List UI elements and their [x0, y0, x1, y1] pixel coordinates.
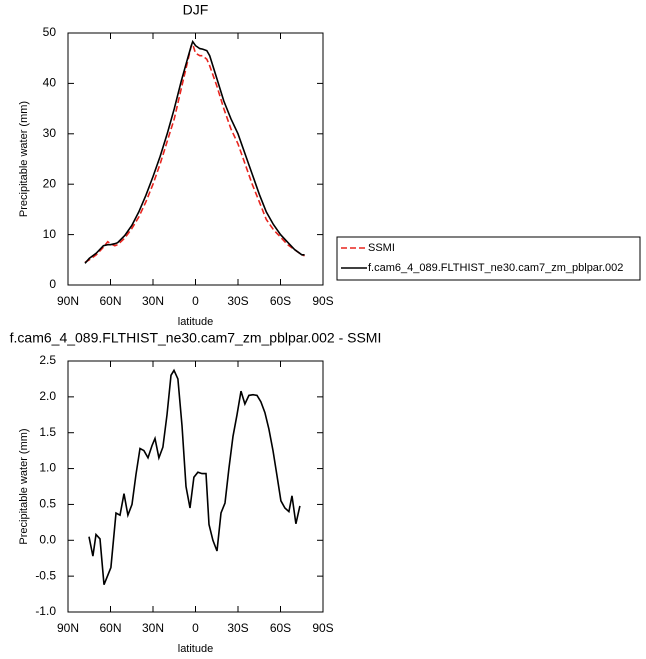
x-tick-label: 90S — [312, 294, 333, 308]
x-tick-label: 30S — [227, 621, 248, 635]
y-tick-label: 30 — [43, 126, 57, 140]
x-axis-label: latitude — [178, 643, 213, 655]
chart-title: f.cam6_4_089.FLTHIST_ne30.cam7_zm_pblpar… — [10, 330, 382, 346]
data-line — [84, 42, 305, 263]
x-tick-label: 90S — [312, 621, 333, 635]
y-tick-label: 1.0 — [39, 461, 56, 475]
x-tick-label: 90N — [57, 621, 79, 635]
y-tick-label: 1.5 — [39, 425, 56, 439]
chart-title: DJF — [183, 2, 209, 18]
y-axis-label: Precipitable water (mm) — [18, 428, 30, 544]
x-tick-label: 60S — [270, 294, 291, 308]
y-axis-label: Precipitable water (mm) — [18, 101, 30, 217]
y-tick-label: 2.0 — [39, 389, 56, 403]
y-tick-label: 20 — [43, 176, 57, 190]
y-tick-label: 50 — [43, 25, 57, 39]
y-tick-label: 40 — [43, 76, 57, 90]
x-tick-label: 0 — [192, 294, 199, 308]
x-tick-label: 60S — [270, 621, 291, 635]
x-tick-label: 90N — [57, 294, 79, 308]
plot-frame — [67, 32, 324, 286]
x-tick-label: 30N — [142, 621, 164, 635]
legend-label: SSMI — [368, 242, 395, 254]
x-tick-label: 60N — [99, 621, 121, 635]
y-tick-label: -0.5 — [35, 568, 56, 582]
y-tick-label: 0.0 — [39, 532, 56, 546]
y-tick-label: 10 — [43, 227, 57, 241]
data-line — [84, 39, 305, 264]
y-tick-label: 2.5 — [39, 353, 56, 367]
legend-box — [336, 236, 641, 281]
y-tick-label: 0.5 — [39, 497, 56, 511]
y-tick-label: 0 — [49, 277, 56, 291]
x-tick-label: 30S — [227, 294, 248, 308]
legend-label: f.cam6_4_089.FLTHIST_ne30.cam7_zm_pblpar… — [368, 262, 623, 274]
x-tick-label: 0 — [192, 621, 199, 635]
x-axis-label: latitude — [178, 316, 213, 328]
data-line — [88, 368, 301, 585]
x-tick-label: 30N — [142, 294, 164, 308]
y-tick-label: -1.0 — [35, 604, 56, 618]
x-tick-label: 60N — [99, 294, 121, 308]
plot-frame — [67, 360, 324, 613]
